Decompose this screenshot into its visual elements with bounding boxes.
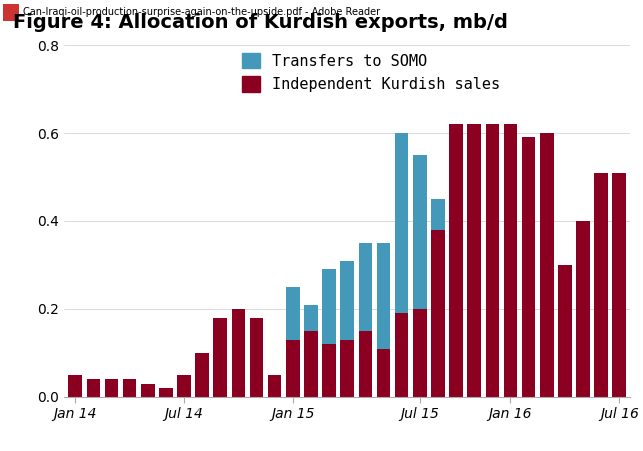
Bar (485, 124, 499, 397)
Bar (141, 384, 154, 397)
Bar (231, 309, 245, 397)
Bar (377, 349, 390, 397)
Bar (503, 124, 517, 397)
Bar (359, 331, 372, 397)
Bar (594, 173, 608, 397)
Bar (105, 379, 118, 397)
Bar (576, 221, 590, 397)
Bar (467, 124, 481, 397)
Bar (304, 304, 318, 331)
Bar (449, 124, 463, 397)
Bar (87, 379, 100, 397)
Bar (413, 309, 426, 397)
Bar (558, 265, 572, 397)
Bar (322, 344, 336, 397)
Bar (612, 173, 626, 397)
Bar (213, 318, 227, 397)
Bar (340, 340, 354, 397)
Text: Can-Iraqi-oil-production-surprise-again-on-the-upside.pdf - Adobe Reader: Can-Iraqi-oil-production-surprise-again-… (23, 7, 379, 18)
Bar (395, 133, 408, 313)
Bar (340, 261, 354, 340)
Bar (123, 379, 136, 397)
Bar (304, 331, 318, 397)
Bar (359, 243, 372, 331)
Bar (540, 133, 554, 397)
Text: Figure 4: Allocation of Kurdish exports, mb/d: Figure 4: Allocation of Kurdish exports,… (14, 14, 508, 32)
Legend: Transfers to SOMO, Independent Kurdish sales: Transfers to SOMO, Independent Kurdish s… (242, 53, 500, 92)
Bar (413, 155, 426, 309)
Bar (521, 138, 536, 397)
Bar (286, 287, 300, 340)
Bar (431, 199, 445, 230)
Bar (268, 375, 282, 397)
Bar (431, 230, 445, 397)
Bar (377, 243, 390, 349)
Bar (68, 375, 82, 397)
Bar (249, 318, 264, 397)
Bar (195, 353, 209, 397)
Bar (177, 375, 191, 397)
Bar (395, 313, 408, 397)
Bar (322, 269, 336, 344)
FancyBboxPatch shape (3, 4, 19, 21)
Bar (159, 388, 173, 397)
Bar (286, 340, 300, 397)
